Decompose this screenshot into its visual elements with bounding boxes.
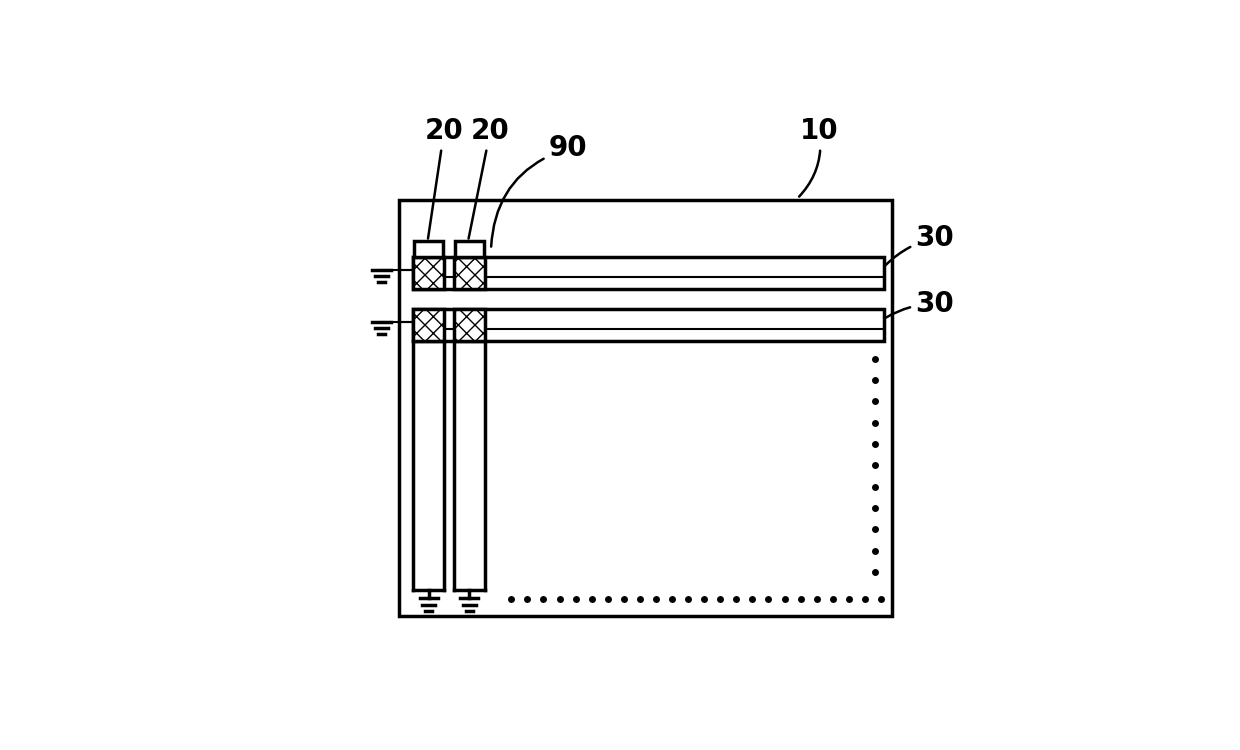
Text: 20: 20	[425, 117, 464, 238]
Text: 20: 20	[469, 117, 510, 238]
Text: 10: 10	[799, 117, 838, 196]
Bar	[399, 200, 893, 616]
Bar	[455, 242, 484, 257]
Bar	[413, 310, 884, 341]
Bar	[413, 257, 444, 290]
Text: 30: 30	[885, 224, 955, 265]
Bar	[413, 310, 444, 341]
Bar	[454, 257, 485, 290]
Bar	[414, 242, 443, 257]
Text: 30: 30	[887, 290, 955, 318]
Bar	[454, 310, 485, 341]
Bar	[413, 257, 884, 290]
Text: 90: 90	[491, 134, 588, 247]
